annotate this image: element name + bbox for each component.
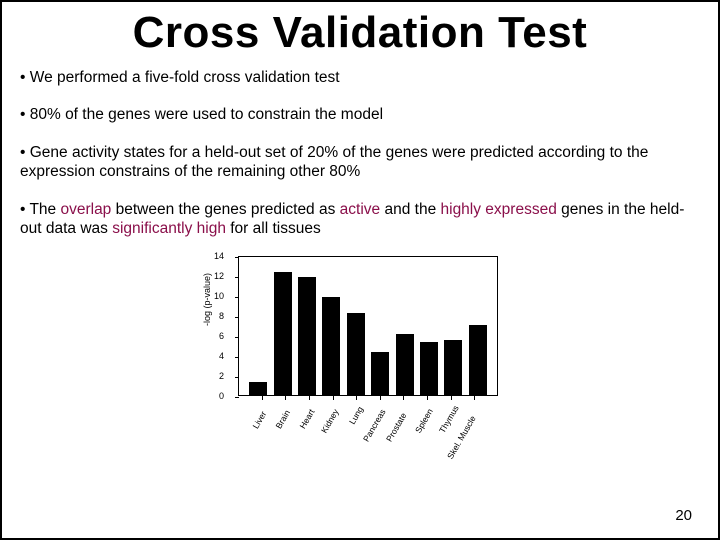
bullet-1: • We performed a five-fold cross validat… — [20, 68, 700, 87]
chart-plot-area — [238, 256, 498, 396]
ytick-label: 14 — [210, 251, 224, 261]
xtick-mark — [451, 396, 452, 400]
b4-h2: active — [340, 201, 381, 218]
ytick-label: 12 — [210, 271, 224, 281]
xlabel: Brain — [274, 408, 293, 430]
bar-1 — [274, 272, 292, 395]
ytick-mark — [235, 277, 239, 278]
b4-h4: significantly high — [112, 220, 226, 237]
bar-0 — [249, 382, 267, 395]
bar-7 — [420, 342, 438, 395]
xlabel: Lung — [347, 405, 365, 426]
b4-h1: overlap — [60, 201, 111, 218]
xtick-mark — [333, 396, 334, 400]
bar-8 — [444, 340, 462, 395]
ytick-label: 4 — [210, 351, 224, 361]
bar-9 — [469, 325, 487, 395]
ytick-mark — [235, 297, 239, 298]
chart-xlabels: LiverBrainHeartKidneyLungPancreasProstat… — [238, 396, 498, 442]
ytick-mark — [235, 257, 239, 258]
b4-p2: between the genes predicted as — [111, 201, 339, 218]
bullet-3-text: Gene activity states for a held-out set … — [20, 144, 648, 180]
bar-2 — [298, 277, 316, 395]
bullet-2-text: 80% of the genes were used to constrain … — [30, 106, 383, 123]
bar-6 — [396, 334, 414, 395]
bar-4 — [347, 313, 365, 395]
xtick-mark — [403, 396, 404, 400]
xtick-mark — [427, 396, 428, 400]
ytick-mark — [235, 317, 239, 318]
ytick-mark — [235, 337, 239, 338]
ytick-label: 10 — [210, 291, 224, 301]
bullet-4: • The overlap between the genes predicte… — [20, 200, 700, 239]
bar-5 — [371, 352, 389, 395]
b4-p3: and the — [380, 201, 440, 218]
page-title: Cross Validation Test — [20, 8, 700, 58]
bullet-1-text: We performed a five-fold cross validatio… — [30, 69, 340, 86]
xtick-mark — [380, 396, 381, 400]
bullet-3: • Gene activity states for a held-out se… — [20, 143, 700, 182]
xlabel: Heart — [297, 408, 316, 431]
xlabel: Spleen — [413, 407, 435, 435]
xtick-mark — [309, 396, 310, 400]
page-number: 20 — [675, 507, 692, 524]
xtick-mark — [262, 396, 263, 400]
b4-p5: for all tissues — [226, 220, 321, 237]
bullet-2: • 80% of the genes were used to constrai… — [20, 105, 700, 124]
bar-3 — [322, 297, 340, 395]
slide: Cross Validation Test • We performed a f… — [0, 0, 720, 540]
ytick-mark — [235, 377, 239, 378]
chart-bars — [239, 257, 497, 395]
xtick-mark — [285, 396, 286, 400]
xlabel: Liver — [250, 410, 268, 431]
ytick-label: 8 — [210, 311, 224, 321]
b4-h3: highly expressed — [441, 201, 557, 218]
bar-chart: -log (p-value) 02468101214 LiverBrainHea… — [210, 256, 510, 442]
xlabel: Kidney — [319, 407, 341, 435]
ytick-mark — [235, 357, 239, 358]
xlabel: Prostate — [384, 411, 408, 443]
ytick-label: 6 — [210, 331, 224, 341]
b4-p1: The — [29, 201, 60, 218]
xtick-mark — [474, 396, 475, 400]
xtick-mark — [356, 396, 357, 400]
xlabel: Thymus — [437, 404, 461, 435]
ytick-label: 0 — [210, 391, 224, 401]
ytick-label: 2 — [210, 371, 224, 381]
